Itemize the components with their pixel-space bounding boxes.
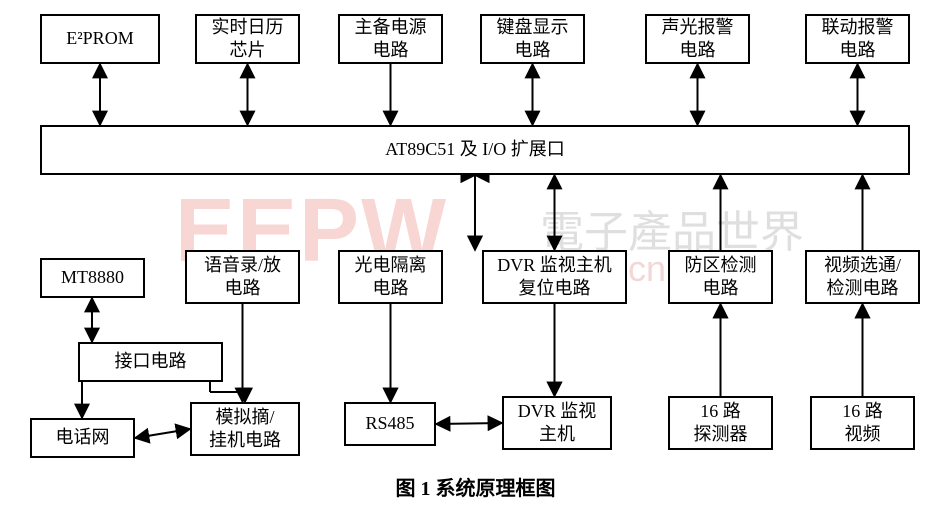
- box-eeprom: E²PROM: [40, 14, 160, 64]
- box-mt8880: MT8880: [40, 258, 145, 298]
- box-video: 视频选通/检测电路: [805, 250, 920, 304]
- box-mcu: AT89C51 及 I/O 扩展口: [40, 125, 910, 175]
- box-power: 主备电源电路: [338, 14, 443, 64]
- figure-caption: 图 1 系统原理框图: [0, 472, 951, 501]
- box-rs485: RS485: [344, 402, 436, 446]
- box-phone: 电话网: [30, 418, 135, 458]
- box-zone: 防区检测电路: [668, 250, 773, 304]
- box-linkage: 联动报警电路: [805, 14, 910, 64]
- box-detectors: 16 路探测器: [668, 396, 773, 450]
- box-dvrreset: DVR 监视主机复位电路: [482, 250, 627, 304]
- box-rtc: 实时日历芯片: [195, 14, 300, 64]
- box-opto: 光电隔离电路: [338, 250, 443, 304]
- box-iface: 接口电路: [78, 342, 223, 382]
- box-dvrhost: DVR 监视主机: [502, 396, 612, 450]
- box-videoin: 16 路视频: [810, 396, 915, 450]
- box-soundlight: 声光报警电路: [645, 14, 750, 64]
- box-audio: 语音录/放电路: [185, 250, 300, 304]
- box-hook: 模拟摘/挂机电路: [190, 402, 300, 456]
- box-keyboard: 键盘显示电路: [480, 14, 585, 64]
